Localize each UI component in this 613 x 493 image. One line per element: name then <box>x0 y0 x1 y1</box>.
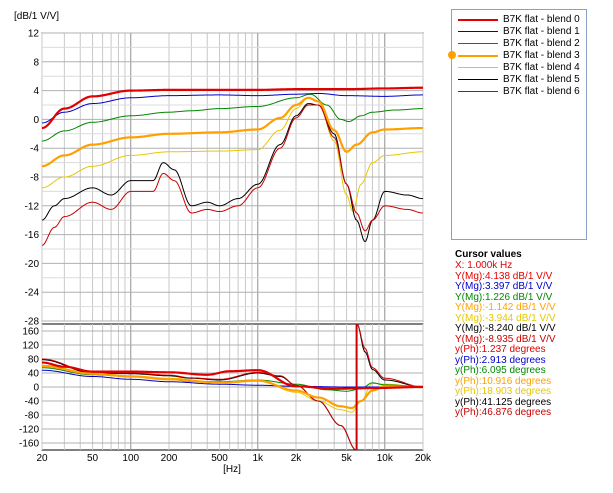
legend-item[interactable]: B7K flat - blend 4 <box>456 62 584 74</box>
y-tick-label-magnitude: -12 <box>25 201 40 212</box>
tick-labels: 12840-4-8-12-16-20-24-2816012080400-40-8… <box>19 29 432 465</box>
y-tick-label-phase: 40 <box>28 369 40 380</box>
cursor-value-line: Y(Mg):-8.240 dB/1 V/V <box>455 323 556 334</box>
y-tick-label-magnitude: -8 <box>30 173 39 184</box>
legend-label: B7K flat - blend 2 <box>503 38 580 49</box>
phase-line-3 <box>41 364 423 410</box>
x-axis-label: [Hz] <box>223 464 241 475</box>
cursor-value-line: y(Ph):1.237 degrees <box>455 344 546 355</box>
magnitude-line-4 <box>41 97 424 213</box>
cursor-value-line: Y(Mg):-1.142 dB/1 V/V <box>455 302 556 313</box>
y-tick-label-magnitude: 0 <box>33 115 39 126</box>
cursor-value-line: Y(Mg):1.226 dB/1 V/V <box>455 291 553 303</box>
phase-series <box>41 323 424 451</box>
legend-item[interactable]: B7K flat - blend 0 <box>456 14 584 26</box>
y-axis-label: [dB/1 V/V] <box>14 11 59 22</box>
cursor-value-line: Y(Mg):-3.944 dB/1 V/V <box>455 312 556 324</box>
y-tick-label-magnitude: -4 <box>30 144 39 155</box>
cursor-values-title: Cursor values <box>455 249 522 260</box>
selected-series-dot <box>448 51 456 59</box>
legend-item[interactable]: B7K flat - blend 1 <box>456 26 584 38</box>
y-tick-label-phase: -80 <box>25 411 40 422</box>
y-tick-label-magnitude: -24 <box>25 288 40 299</box>
cursor-value-line: Y(Mg):3.397 dB/1 V/V <box>455 281 553 292</box>
y-tick-label-magnitude: 8 <box>33 57 39 68</box>
legend-swatch <box>458 19 498 21</box>
legend[interactable]: B7K flat - blend 0 B7K flat - blend 1 B7K … <box>448 9 587 240</box>
magnitude-line-5 <box>41 103 424 242</box>
legend-swatch <box>458 79 498 80</box>
y-tick-label-phase: -120 <box>19 425 39 436</box>
x-tick-label: 20 <box>36 453 48 464</box>
legend-swatch <box>458 67 498 68</box>
phase-line-1 <box>41 369 423 388</box>
y-tick-label-phase: 80 <box>28 355 40 366</box>
cursor-value-line: y(Ph):18.903 degrees <box>455 386 552 397</box>
y-tick-label-phase: 160 <box>22 327 39 338</box>
cursor-value-line: y(Ph):6.095 degrees <box>455 365 546 376</box>
y-tick-label-phase: -160 <box>19 439 39 450</box>
legend-item[interactable]: B7K flat - blend 5 <box>456 74 584 86</box>
legend-swatch <box>458 43 498 44</box>
legend-item[interactable]: B7K flat - blend 3 <box>448 50 584 62</box>
cursor-value-line: Y(Mg):4.138 dB/1 V/V <box>455 270 553 282</box>
cursor-value-line: y(Ph):2.913 degrees <box>455 354 546 366</box>
y-tick-label-magnitude: -20 <box>25 259 40 270</box>
legend-label: B7K flat - blend 1 <box>503 26 580 37</box>
cursor-value-line: y(Ph):41.125 degrees <box>455 396 552 408</box>
magnitude-line-0 <box>41 86 423 130</box>
y-tick-label-magnitude: 12 <box>28 29 40 40</box>
y-tick-label-magnitude: -28 <box>25 317 40 328</box>
cursor-value-line: y(Ph):46.876 degrees <box>455 407 552 418</box>
magnitude-line-3 <box>41 96 424 168</box>
x-tick-label: 200 <box>161 453 178 464</box>
legend-label: B7K flat - blend 4 <box>503 62 580 73</box>
x-tick-label: 2k <box>291 453 303 464</box>
y-tick-label-phase: 120 <box>22 341 39 352</box>
x-tick-label: 5k <box>341 453 353 464</box>
x-tick-label: 1k <box>252 453 264 464</box>
legend-label: B7K flat - blend 6 <box>503 86 580 97</box>
legend-item[interactable]: B7K flat - blend 6 <box>456 86 584 98</box>
grid <box>41 32 424 451</box>
cursor-values-panel: Cursor values X: 1.000k Hz Y(Mg):4.138 dB… <box>455 249 605 419</box>
magnitude-line-6 <box>41 104 424 246</box>
legend-item[interactable]: B7K flat - blend 2 <box>456 38 584 50</box>
magnitude-series <box>41 86 424 246</box>
legend-swatch <box>458 31 498 32</box>
legend-label: B7K flat - blend 0 <box>503 14 580 25</box>
x-tick-label: 10k <box>377 453 394 464</box>
x-tick-label: 500 <box>211 453 228 464</box>
x-tick-label: 50 <box>87 453 99 464</box>
x-tick-label: 100 <box>122 453 139 464</box>
legend-swatch <box>458 91 498 92</box>
legend-swatch <box>458 55 498 57</box>
cursor-value-line: X: 1.000k Hz <box>455 260 513 271</box>
y-tick-label-magnitude: -16 <box>25 230 40 241</box>
phase-line-0 <box>41 361 423 390</box>
legend-label: B7K flat - blend 5 <box>503 74 580 85</box>
magnitude-line-2 <box>41 93 424 142</box>
y-tick-label-phase: 0 <box>33 383 39 394</box>
magnitude-line-1 <box>41 92 424 124</box>
cursor-value-line: Y(Mg):-8.935 dB/1 V/V <box>455 333 556 345</box>
y-tick-label-phase: -40 <box>25 397 40 408</box>
y-tick-label-magnitude: 4 <box>33 86 39 97</box>
cursor-value-line: y(Ph):10.916 degrees <box>455 375 552 387</box>
legend-label: B7K flat - blend 3 <box>503 50 580 61</box>
x-tick-label: 20k <box>415 453 432 464</box>
